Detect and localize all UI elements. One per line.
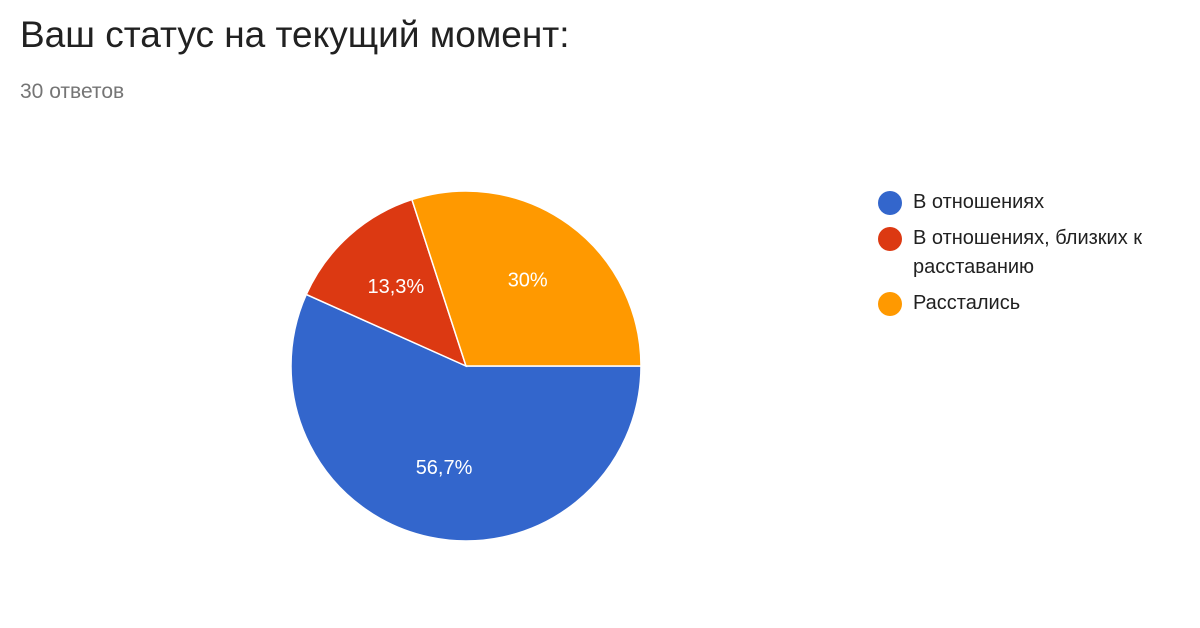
legend-label: В отношениях, близких к расставанию [913,227,1143,278]
legend-label: В отношениях [913,191,1045,213]
legend-swatch-icon [878,292,902,316]
legend-swatch-icon [878,227,902,251]
pie-slice-in-relationship[interactable] [290,293,642,542]
slice-label-near-breakup: 13,3% [367,276,424,298]
slice-label-broke-up: 30% [508,269,548,291]
legend-item-broke-up[interactable]: Расстались [878,289,1194,318]
pie-labels: 56,7% 13,3% 30% [367,269,547,479]
pie-slices [290,190,642,542]
response-count: 30 ответов [20,80,125,103]
pie-slice-broke-up[interactable] [410,190,642,367]
chart-legend: В отношениях В отношениях, близких к рас… [878,188,1194,325]
legend-item-near-breakup[interactable]: В отношениях, близких к расставанию [878,224,1194,282]
slice-label-in-relationship: 56,7% [416,457,473,479]
pie-slice-near-breakup[interactable] [305,198,468,368]
legend-label: Расстались [913,292,1021,314]
question-title: Ваш статус на текущий момент: [20,14,570,55]
legend-item-in-relationship[interactable]: В отношениях [878,188,1194,217]
legend-swatch-icon [878,191,902,215]
